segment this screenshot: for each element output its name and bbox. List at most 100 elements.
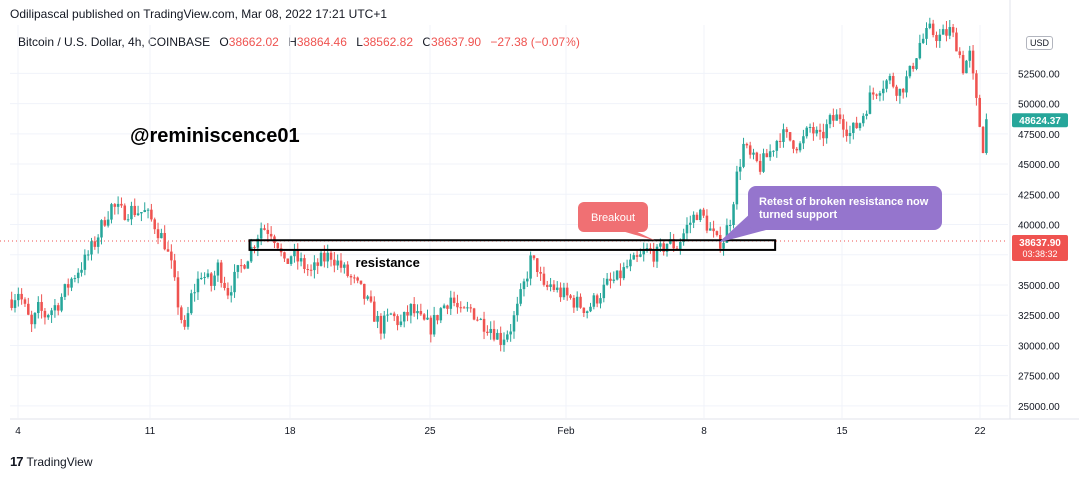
candle-body	[589, 306, 592, 312]
candle-body	[592, 295, 596, 307]
candle-body	[476, 319, 479, 321]
candle-body	[120, 203, 123, 206]
candle-body	[170, 251, 173, 261]
author-handle: @reminiscence01	[130, 125, 300, 147]
candle-body	[343, 264, 346, 268]
candle-body	[173, 260, 176, 278]
candle-body	[379, 315, 383, 334]
candle-body	[652, 250, 655, 262]
candle-body	[958, 51, 962, 55]
candle-body	[642, 250, 645, 255]
candle-body	[978, 97, 981, 127]
candle-body	[246, 261, 250, 269]
candle-body	[838, 114, 842, 120]
price-change: −27.38 (−0.07%)	[490, 35, 580, 49]
candle-body	[985, 119, 988, 154]
tradingview-logo[interactable]: 17 TradingView	[10, 454, 93, 469]
candle-body	[595, 295, 599, 304]
x-tick-label: 8	[701, 426, 707, 437]
x-tick-label: 22	[974, 426, 986, 437]
candle-body	[346, 264, 349, 277]
candle-body	[585, 311, 589, 313]
candle-body	[965, 60, 968, 74]
candle-body	[862, 115, 865, 124]
candle-body	[755, 152, 759, 161]
candle-body	[519, 289, 522, 304]
candle-body	[283, 252, 286, 259]
candle-body	[20, 293, 23, 300]
candle-body	[612, 279, 616, 281]
candle-body	[901, 88, 905, 93]
candle-body	[103, 220, 107, 226]
candle-body	[712, 228, 715, 232]
candle-body	[512, 315, 516, 332]
candle-body	[190, 293, 193, 314]
candle-body	[778, 140, 782, 142]
candle-body	[333, 259, 336, 266]
candle-body	[632, 255, 636, 260]
retest-label-line1: Retest of broken resistance now	[759, 196, 929, 208]
candle-body	[715, 231, 719, 235]
candle-body	[239, 265, 243, 267]
candle-body	[236, 265, 240, 272]
candle-body	[150, 209, 153, 220]
candle-body	[56, 305, 60, 311]
candle-body	[489, 328, 492, 334]
candle-body	[316, 262, 319, 266]
candle-body	[975, 73, 978, 98]
candle-body	[259, 228, 263, 239]
candle-body	[256, 238, 260, 248]
candle-body	[196, 278, 200, 293]
candle-body	[532, 255, 536, 259]
candle-body	[226, 288, 230, 296]
candle-body	[409, 304, 413, 316]
candle-body	[865, 113, 868, 116]
candle-body	[968, 50, 972, 61]
candle-body	[73, 278, 77, 280]
tradingview-logo-icon: 17	[10, 454, 24, 469]
candle-body	[848, 133, 852, 137]
candle-body	[852, 122, 855, 134]
candle-body	[53, 305, 57, 311]
retest-callout	[748, 186, 942, 230]
candle-body	[373, 301, 376, 322]
candle-body	[133, 205, 137, 216]
candle-body	[662, 243, 665, 252]
candle-body	[213, 275, 216, 286]
candle-body	[76, 272, 80, 279]
currency-badge[interactable]: USD	[1026, 36, 1054, 50]
candle-body	[482, 318, 486, 332]
x-tick-label: Feb	[557, 426, 575, 437]
candle-body	[289, 256, 293, 264]
candle-body	[762, 153, 765, 172]
candle-body	[502, 339, 506, 345]
candle-body	[223, 282, 226, 289]
candle-body	[925, 28, 928, 39]
candle-body	[200, 277, 203, 279]
candle-body	[180, 307, 183, 320]
candle-body	[146, 209, 150, 211]
candle-body	[43, 310, 47, 318]
candle-body	[386, 314, 389, 316]
candle-body	[509, 331, 512, 335]
candle-body	[37, 302, 40, 314]
candle-body	[605, 278, 609, 285]
candle-body	[522, 281, 526, 290]
candle-body	[429, 317, 433, 335]
candle-body	[878, 93, 882, 96]
ohlc-low: L38562.82	[356, 35, 413, 49]
candle-body	[805, 127, 808, 137]
candle-body	[156, 229, 160, 239]
candle-body	[33, 313, 37, 325]
candle-body	[426, 317, 429, 320]
candle-body	[815, 129, 818, 134]
candle-body	[782, 129, 785, 142]
candle-body	[868, 92, 872, 114]
candle-body	[689, 222, 692, 225]
candle-body	[446, 305, 449, 309]
candle-body	[599, 298, 602, 304]
candle-body	[50, 310, 53, 316]
candle-body	[293, 250, 296, 257]
candle-body	[193, 292, 196, 294]
